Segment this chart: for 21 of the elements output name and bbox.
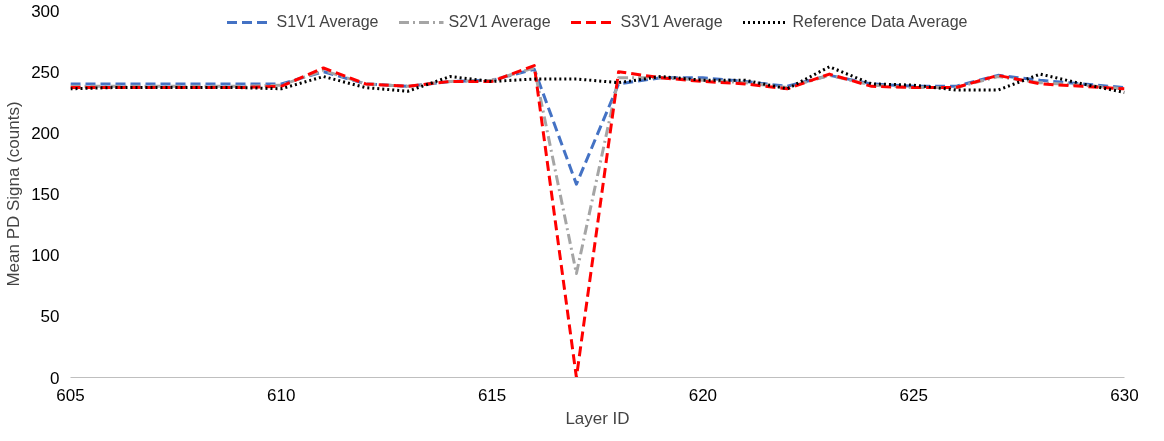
x-tick-label: 615 — [477, 385, 507, 405]
legend-label: S1V1 Average — [276, 13, 379, 31]
legend-label: S3V1 Average — [620, 13, 723, 31]
x-tick-label: 610 — [267, 385, 296, 405]
x-tick-label: 625 — [899, 385, 928, 405]
x-tick-label: 605 — [56, 385, 85, 405]
x-axis-title: Layer ID — [565, 408, 630, 428]
legend-label: Reference Data Average — [792, 13, 968, 31]
y-tick-label: 300 — [31, 1, 60, 21]
line-series — [70, 64, 1125, 378]
y-axis-title: Mean PD Signa (counts) — [4, 101, 24, 287]
x-tick-label: 630 — [1110, 385, 1139, 405]
y-tick-label: 50 — [40, 307, 60, 327]
y-tick-label: 150 — [31, 185, 60, 204]
y-tick-label: 0 — [50, 368, 60, 388]
y-tick-label: 100 — [31, 246, 60, 266]
y-tick-label: 200 — [31, 123, 60, 143]
y-tick-label: 250 — [31, 62, 60, 82]
x-tick-label: 620 — [688, 385, 718, 405]
legend-label: S2V1 Average — [448, 13, 551, 31]
line-series — [70, 67, 1125, 186]
